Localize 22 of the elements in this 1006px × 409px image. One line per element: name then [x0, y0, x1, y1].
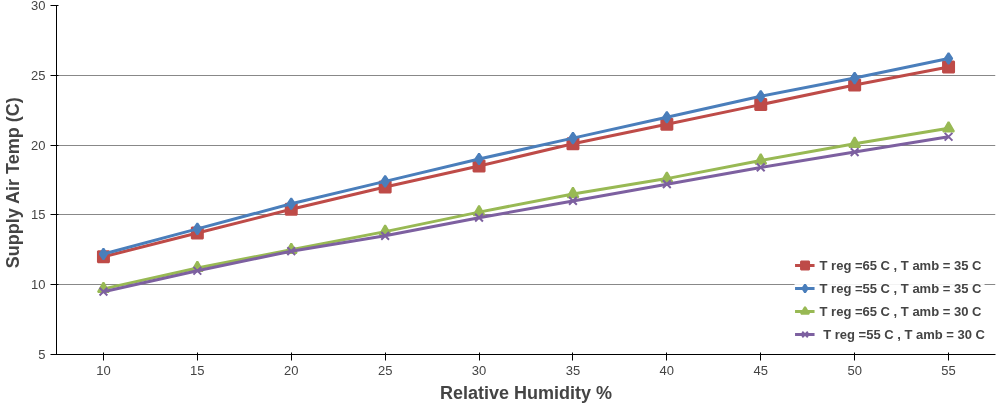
legend-label: T reg =65 C , T amb = 30 C	[819, 303, 982, 319]
x-tick-label: 15	[190, 362, 205, 378]
x-tick-label: 35	[565, 362, 581, 378]
x-tick-label: 45	[753, 362, 768, 378]
y-tick-label: 5	[38, 347, 46, 362]
y-tick-label: 20	[31, 137, 46, 153]
y-tick-label: 25	[31, 67, 46, 83]
legend-label: T reg =65 C , T amb = 35 C	[819, 257, 982, 273]
x-tick-label: 40	[659, 362, 675, 378]
x-tick-label: 55	[941, 362, 956, 378]
y-tick-label: 30	[31, 0, 46, 13]
x-tick-label: 20	[284, 362, 299, 378]
x-tick-label: 10	[96, 362, 111, 378]
legend-label: T reg =55 C , T amb = 30 C	[822, 326, 985, 342]
y-tick-label: 10	[31, 277, 46, 293]
x-axis-title: Relative Humidity %	[439, 382, 613, 403]
legend-label: T reg =55 C , T amb = 35 C	[819, 280, 982, 296]
y-tick-label: 15	[31, 207, 46, 223]
x-tick-label: 30	[471, 362, 487, 378]
x-tick-label: 50	[847, 362, 862, 378]
y-axis-title: Supply Air Temp (C)	[3, 97, 24, 269]
x-tick-label: 25	[377, 362, 393, 378]
